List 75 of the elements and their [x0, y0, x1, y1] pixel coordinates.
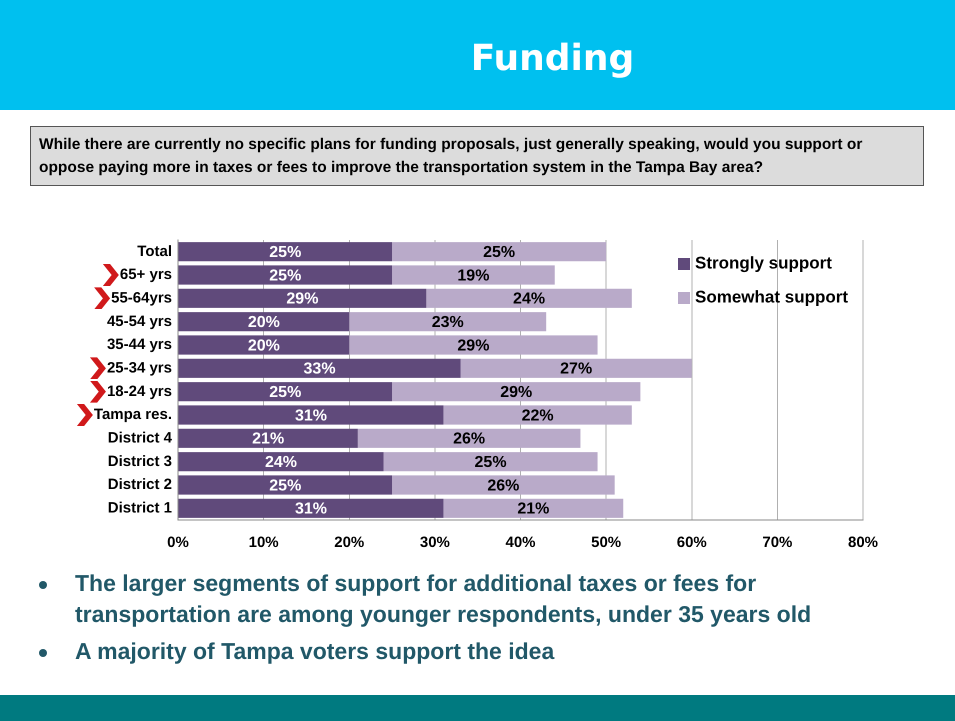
- bar: [384, 452, 598, 472]
- y-tick-label: 45-54 yrs: [106, 312, 172, 330]
- data-label: 21%: [252, 430, 284, 448]
- y-tick-label: 55-64yrs: [111, 289, 172, 306]
- data-label: 24%: [264, 454, 298, 472]
- chart-subtitle: While there are currently no specific plans for funding proposals, just generally speaking, would you support or oppose paying more in taxes or fees to improve the transportation system in the Tampa Bay area?: [30, 126, 924, 186]
- bar: [178, 428, 358, 448]
- x-tick-label: 30%: [420, 534, 450, 552]
- x-tick-label: 10%: [248, 534, 279, 552]
- x-tick-label: 50%: [591, 534, 622, 552]
- data-label: 20%: [248, 337, 280, 354]
- legend-label: Somewhat support: [695, 288, 848, 307]
- bar: [178, 288, 426, 308]
- bar: [178, 498, 444, 518]
- x-tick-label: 40%: [505, 534, 536, 552]
- y-tick-label: District 2: [108, 476, 172, 494]
- y-tick-label: 65+ yrs: [120, 266, 172, 284]
- data-label: 31%: [294, 407, 327, 424]
- y-tick-label: Total: [137, 242, 172, 260]
- legend-label: Strongly support: [695, 254, 832, 273]
- data-label: 25%: [269, 477, 302, 494]
- data-label: 25%: [269, 384, 302, 402]
- bar: [178, 358, 461, 378]
- bar: [392, 382, 640, 402]
- y-tick-label: Tampa res.: [94, 406, 172, 424]
- bar: [358, 428, 580, 448]
- data-label: 23%: [432, 314, 464, 332]
- data-label: 29%: [500, 384, 532, 402]
- bar: [178, 452, 384, 472]
- x-tick-label: 20%: [334, 534, 364, 552]
- bar: [349, 312, 546, 332]
- x-tick-label: 60%: [676, 534, 707, 552]
- data-label: 20%: [248, 314, 280, 332]
- data-label: 19%: [457, 267, 490, 284]
- x-tick-label: 70%: [762, 534, 792, 552]
- bar: [349, 335, 598, 355]
- y-tick-label: 35-44 yrs: [106, 336, 172, 354]
- text: The larger segments of support for additional taxes or fees for transportation are among younger respondents, under 35 years old: [75, 569, 812, 629]
- text: A majority of Tampa voters support the idea: [75, 637, 556, 666]
- data-label: 27%: [560, 360, 592, 378]
- data-label: 29%: [286, 290, 318, 308]
- y-tick-label: 25-34 yrs: [106, 359, 172, 376]
- x-tick-label: 0%: [167, 534, 189, 552]
- bar: [178, 265, 392, 285]
- y-tick-label: 18-24 yrs: [106, 382, 172, 400]
- data-label: 24%: [513, 290, 546, 308]
- data-label: 26%: [487, 477, 520, 494]
- bar: [178, 475, 392, 495]
- data-label: 25%: [483, 244, 516, 262]
- bar: [443, 405, 632, 425]
- y-tick-label: District 1: [108, 499, 172, 516]
- data-label: 33%: [304, 360, 336, 378]
- bar: [392, 475, 615, 495]
- bar: [178, 242, 392, 262]
- bar: [392, 242, 606, 262]
- chart-title: Funding: [470, 38, 636, 79]
- data-label: 31%: [294, 500, 327, 518]
- bar: [178, 382, 392, 402]
- data-label: 25%: [269, 244, 302, 262]
- data-label: 22%: [522, 407, 554, 424]
- x-tick-label: 80%: [848, 534, 878, 552]
- bar: [178, 335, 350, 355]
- bar: [178, 405, 444, 425]
- data-label: 26%: [453, 430, 486, 448]
- data-label: 25%: [269, 267, 302, 284]
- data-label: 29%: [457, 337, 490, 354]
- bar: [460, 358, 692, 378]
- bar: [178, 312, 350, 332]
- y-tick-label: District 3: [108, 452, 172, 470]
- bar: [426, 288, 632, 308]
- bar: [392, 265, 555, 285]
- data-label: 21%: [517, 500, 550, 518]
- data-label: 25%: [474, 454, 507, 472]
- bar: [443, 498, 624, 518]
- y-tick-label: District 4: [108, 429, 173, 446]
